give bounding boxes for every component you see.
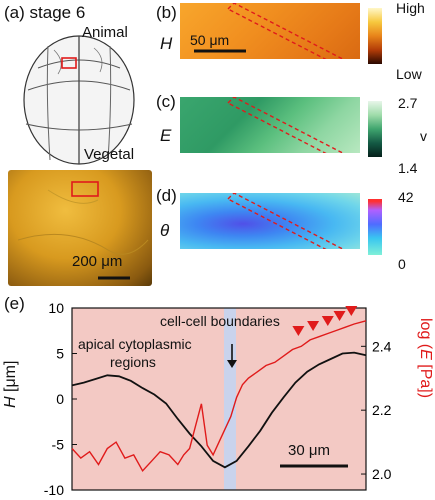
profile-chart: 10 5 0 -5 -10 2.4 2.2 2.0 <box>44 300 392 498</box>
angle-cbar-max: 42 <box>398 189 414 205</box>
embryo-photo <box>8 170 152 286</box>
height-cbar-high: High <box>396 0 425 16</box>
embryo-drawing <box>23 35 135 165</box>
panel-a-scalebar-label: 200 μm <box>72 253 123 270</box>
annotation-boundaries: cell-cell boundaries <box>160 313 280 329</box>
panel-b-scalebar-label: 50 μm <box>190 32 230 48</box>
plot-background <box>72 308 366 490</box>
right-axis-label: log (E [Pa]) <box>417 318 434 399</box>
height-colorbar <box>368 8 382 64</box>
height-map <box>180 3 360 59</box>
right-tick-label: 2.4 <box>372 338 392 354</box>
vegetal-label: Vegetal <box>84 146 135 163</box>
boundary-marker <box>292 326 305 336</box>
height-cbar-low: Low <box>396 66 422 82</box>
panel-e-label: (e) <box>4 294 25 313</box>
modulus-map <box>180 97 360 153</box>
panel-c-label: (c) <box>156 92 176 111</box>
photo-roi-box <box>71 181 99 197</box>
boundary-marker <box>307 321 320 331</box>
panel-d-quantity: θ <box>160 221 170 240</box>
angle-colorbar <box>368 199 382 255</box>
boundary-marker <box>345 306 358 316</box>
panel-a-label: (a) stage 6 <box>4 3 86 22</box>
height-profile-line <box>71 351 367 469</box>
left-tick-label: 10 <box>48 300 64 316</box>
panel-c-quantity: E <box>160 126 172 145</box>
animal-label: Animal <box>82 24 128 41</box>
left-axis-label: H [μm] <box>2 360 19 408</box>
left-tick-label: 0 <box>56 391 64 407</box>
angle-cbar-min: 0 <box>398 256 406 272</box>
panel-b-label: (b) <box>156 3 177 22</box>
boundary-marker <box>333 311 346 321</box>
boundary-band <box>224 308 236 490</box>
modulus-cbar-max: 2.7 <box>398 95 418 111</box>
angle-map <box>180 193 360 249</box>
left-tick-label: 5 <box>56 346 64 362</box>
modulus-cbar-unit: v <box>420 128 427 144</box>
annotation-apical-1: apical cytoplasmic <box>78 336 192 352</box>
modulus-profile-line <box>71 320 367 472</box>
boundary-marker <box>321 316 334 326</box>
panel-d-label: (d) <box>156 186 177 205</box>
boundary-arrow-head <box>227 360 237 368</box>
left-tick-label: -10 <box>44 482 64 498</box>
right-tick-label: 2.2 <box>372 402 392 418</box>
left-tick-label: -5 <box>52 437 65 453</box>
panel-e-scalebar-label: 30 μm <box>288 442 330 459</box>
panel-b-quantity: H <box>160 34 173 53</box>
modulus-cbar-min: 1.4 <box>398 160 418 176</box>
annotation-apical-2: regions <box>110 354 156 370</box>
modulus-colorbar <box>368 101 382 157</box>
right-tick-label: 2.0 <box>372 466 392 482</box>
